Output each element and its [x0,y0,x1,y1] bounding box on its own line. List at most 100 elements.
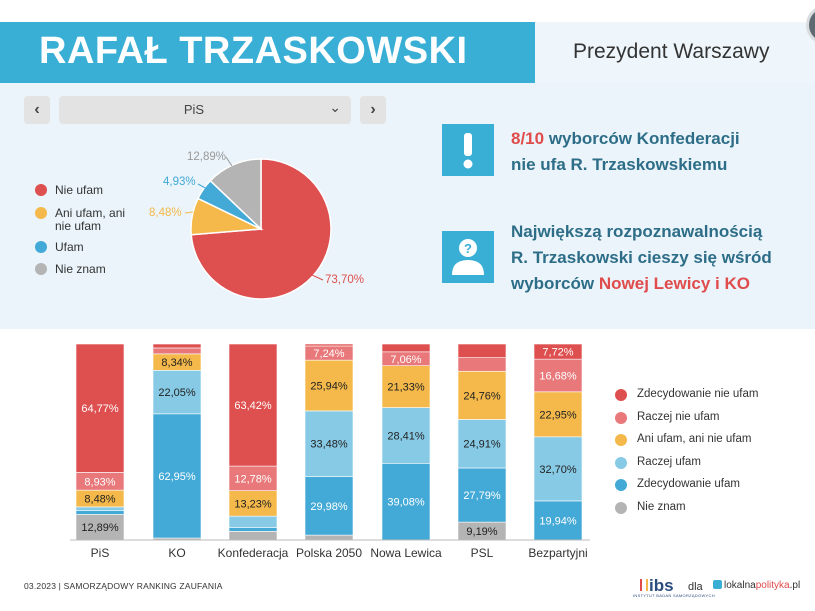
bar-segment-pis-nie-znam [75,514,125,541]
bar-label-pis-nie-znam: 12,89% [81,522,119,534]
bar-label-nowa-lewica-zdecydowanie-ufam: 39,08% [387,497,425,509]
bar-segment-bezpartyjni-raczej-ufam [533,436,583,502]
bar-segment-nowa-lewica-raczej-nie-ufam [381,351,431,367]
lp-text-b: polityka [755,580,790,591]
bar-legend-dot-ani-ufam-ani-nie-ufam [615,434,627,446]
bar-segment-polska-2050-zdecydowanie-ufam [304,476,354,536]
bar-label-ko-ani-ufam-ani-nie-ufam: 8,34% [161,357,192,369]
party-select[interactable]: PiS ⌄ [59,96,351,124]
bar-segment-ko-ani-ufam-ani-nie-ufam [152,353,202,371]
bar-label-ko-raczej-ufam: 22,05% [158,387,196,399]
ibs-logo-subtitle: INSTYTUT BADAŃ SAMORZĄDOWYCH [633,593,715,598]
category-label-nowa-lewica: Nowa Lewica [370,546,442,560]
bar-segment-pis-zdecydowanie-ufam [75,510,125,515]
bar-segment-pis-raczej-nie-ufam [75,472,125,491]
bar-segment-psl-zdecydowanie-ufam [457,467,507,523]
bar-segment-bezpartyjni-zdecydowanie-nie-ufam [533,343,583,360]
legend-dot-nie-ufam [35,184,47,196]
bar-label-konfederacja-zdecydowanie-nie-ufam: 63,42% [234,400,272,412]
question-person-icon: ? [452,239,484,275]
bar-segment-polska-2050-raczej-ufam [304,410,354,477]
bar-label-polska-2050-ani-ufam-ani-nie-ufam: 25,94% [310,381,348,393]
party-select-value: PiS [183,102,205,117]
lp-text-c: .pl [789,580,801,591]
legend-dot-nie-znam [35,263,47,275]
footer-dla: dla [688,581,703,593]
bar-label-pis-zdecydowanie-nie-ufam: 64,77% [81,403,119,415]
bar-legend-label-zdecydowanie-nie-ufam: Zdecydowanie nie ufam [637,388,759,400]
legend-dot-ani-ufam-ani-nie-ufam [35,207,47,219]
bar-legend-dot-raczej-ufam [615,456,627,469]
bar-segment-bezpartyjni-zdecydowanie-ufam [533,500,583,541]
bar-segment-polska-2050-zdecydowanie-nie-ufam [304,343,354,347]
prev-button[interactable]: ‹ [24,96,50,124]
bar-legend-label-raczej-ufam: Raczej ufam [637,455,701,468]
legend-label-ani-ufam-ani-nie-ufam: Ani ufam, ani [55,206,126,220]
info-text-1a: wyborców Konfederacji [544,129,740,148]
bar-label-polska-2050-zdecydowanie-ufam: 29,98% [310,501,348,513]
info-text-2c: wyborców [511,274,599,293]
bar-segment-ko-nie-znam [152,537,202,541]
legend-label-ani-ufam-ani-nie-ufam-line2: nie ufam [55,219,102,233]
bar-label-ko-zdecydowanie-ufam: 62,95% [158,471,196,483]
bar-legend-label-nie-znam: Nie znam [637,500,686,513]
category-label-polska-2050: Polska 2050 [296,546,362,560]
info-highlight-2: Nowej Lewicy i KO [598,274,751,293]
bar-segment-ko-raczej-ufam [152,370,202,415]
info-highlight-1: 8/10 [511,129,545,148]
chevron-down-icon: ⌄ [329,99,341,115]
bar-label-pis-raczej-nie-ufam: 8,93% [84,476,115,488]
lp-text-a: lokalna [724,580,756,591]
bar-segment-pis-ani-ufam-ani-nie-ufam [75,489,125,508]
page-subtitle: Prezydent Warszawy [573,40,770,63]
bar-label-polska-2050-raczej-ufam: 33,48% [310,439,348,451]
bar-legend-label-raczej-nie-ufam: Raczej nie ufam [637,410,720,423]
legend-label-ufam: Ufam [55,240,84,254]
bar-segment-nowa-lewica-ani-ufam-ani-nie-ufam [381,365,431,408]
bar-legend-label-ani-ufam-ani-nie-ufam: Ani ufam, ani nie ufam [637,433,752,445]
ibs-bars-icon [640,579,648,591]
lp-mark-icon [713,580,722,589]
exclamation-icon [463,133,473,169]
bar-segment-psl-ani-ufam-ani-nie-ufam [457,370,507,420]
header-subtitle-area [535,22,815,83]
bar-legend-dot-raczej-nie-ufam [615,411,627,424]
bar-label-psl-raczej-ufam: 24,91% [463,439,501,451]
info-text-1: 8/10 wyborców Konfederacji nie ufa R. Tr… [511,126,740,178]
bar-label-bezpartyjni-raczej-nie-ufam: 16,68% [539,370,577,382]
bar-segment-konfederacja-raczej-ufam [228,515,278,528]
bar-segment-polska-2050-nie-znam [304,534,354,541]
bar-segment-psl-zdecydowanie-nie-ufam [457,343,507,358]
bar-legend-dot-zdecydowanie-ufam [615,479,627,491]
info-text-2a: Największą rozpoznawalnością [511,222,763,241]
bar-label-psl-nie-znam: 9,19% [466,526,497,538]
bar-segment-psl-raczej-nie-ufam [457,357,507,372]
lokalnapolityka-logo: lokalnapolityka.pl [713,580,800,591]
bar-segment-nowa-lewica-zdecydowanie-nie-ufam [381,343,431,353]
bar-segment-nowa-lewica-raczej-ufam [381,407,431,464]
bar-label-polska-2050-raczej-nie-ufam: 7,24% [313,348,344,360]
bar-segment-pis-raczej-ufam [75,506,125,511]
legend-dot-ufam [35,241,47,253]
bar-label-nowa-lewica-ani-ufam-ani-nie-ufam: 21,33% [387,382,425,394]
bar-segment-polska-2050-ani-ufam-ani-nie-ufam [304,359,354,412]
category-label-psl: PSL [471,546,494,560]
bar-segment-bezpartyjni-raczej-nie-ufam [533,358,583,393]
bar-label-pis-ani-ufam-ani-nie-ufam: 8,48% [84,494,115,506]
bar-label-konfederacja-raczej-nie-ufam: 12,78% [234,473,272,485]
bar-segment-ko-zdecydowanie-nie-ufam [152,343,202,349]
next-button[interactable]: › [360,96,386,124]
bar-label-bezpartyjni-zdecydowanie-nie-ufam: 7,72% [542,347,573,359]
bar-segment-psl-nie-znam [457,521,507,541]
ibs-logo-text: ibs [649,576,674,595]
bar-segment-konfederacja-zdecydowanie-ufam [228,527,278,532]
question-person-icon-box: ? [442,231,494,283]
summary-panel [0,83,815,329]
bar-legend-dot-zdecydowanie-nie-ufam [615,389,627,401]
bar-label-nowa-lewica-raczej-nie-ufam: 7,06% [390,354,421,366]
bar-segment-konfederacja-nie-znam [228,531,278,541]
bar-label-nowa-lewica-raczej-ufam: 28,41% [387,430,425,442]
bar-segment-konfederacja-zdecydowanie-nie-ufam [228,343,278,467]
info-text-1b: nie ufa R. Trzaskowskiemu [511,155,728,174]
bar-label-bezpartyjni-raczej-ufam: 32,70% [539,464,577,476]
